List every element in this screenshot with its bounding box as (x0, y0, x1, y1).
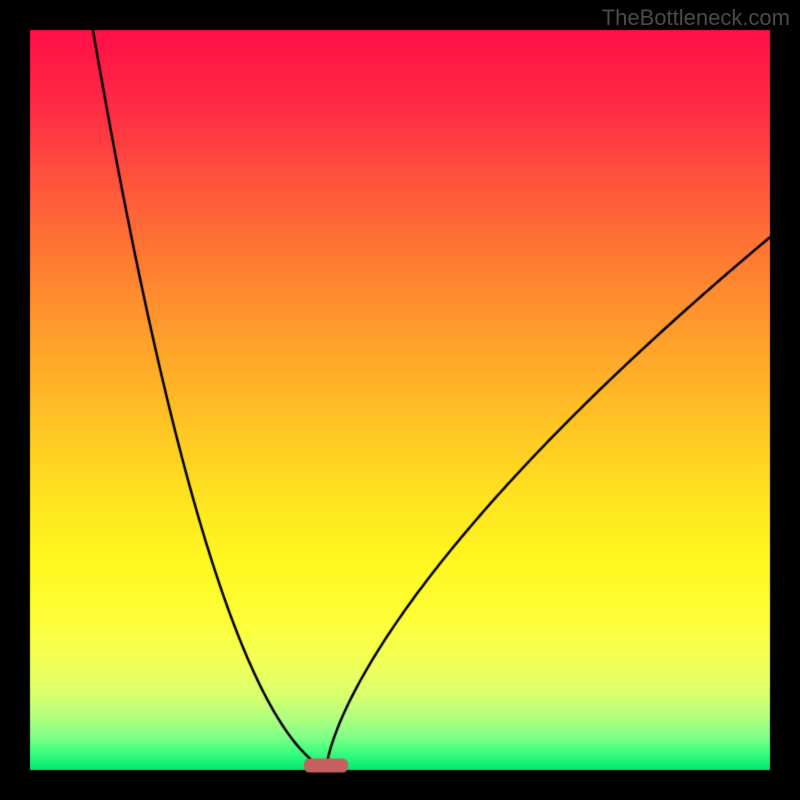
watermark-text: TheBottleneck.com (602, 5, 790, 31)
bottleneck-chart (0, 0, 800, 800)
